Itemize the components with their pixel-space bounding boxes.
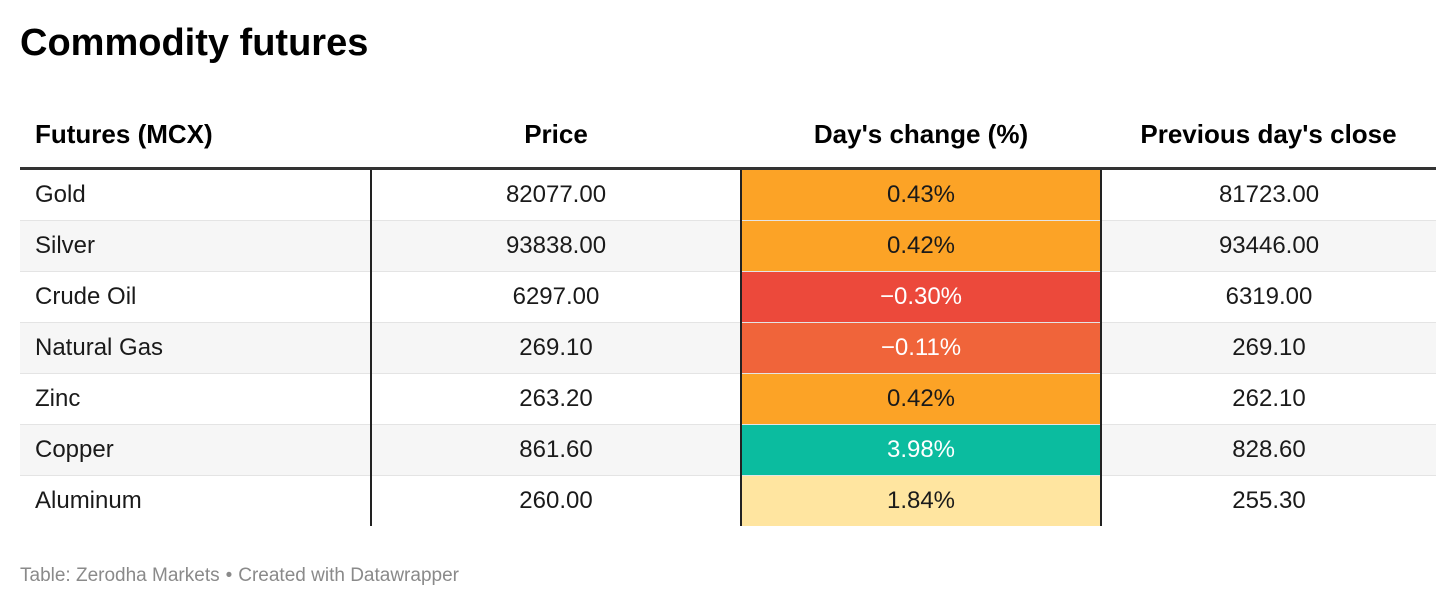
cell-futures-name: Crude Oil [20,271,372,323]
cell-prev-close: 93446.00 [1101,220,1436,272]
column-header-prev-close: Previous day's close [1101,102,1436,170]
column-header-price: Price [371,102,741,170]
chart-title: Commodity futures [20,22,369,64]
cell-price: 269.10 [371,322,741,374]
cell-day-change: 3.98% [740,424,1102,476]
cell-futures-name: Gold [20,168,372,221]
cell-day-change: −0.30% [740,271,1102,323]
table-row: Gold 82077.00 0.43% 81723.00 [20,168,1436,221]
credit-text: Created with Datawrapper [238,565,459,586]
table-row: Zinc 263.20 0.42% 262.10 [20,373,1436,425]
separator-dot: • [225,565,233,586]
cell-price: 82077.00 [371,168,741,221]
cell-prev-close: 828.60 [1101,424,1436,476]
column-header-futures: Futures (MCX) [20,102,371,170]
cell-price: 6297.00 [371,271,741,323]
cell-price: 263.20 [371,373,741,425]
cell-price: 260.00 [519,487,593,514]
header-row: Futures (MCX) Price Day's change (%) Pre… [20,102,1436,170]
cell-price: 861.60 [371,424,741,476]
source-note: Table: Zerodha Markets • Created with Data… [20,565,459,587]
cell-futures-name: Copper [20,424,372,476]
table-body: Gold 82077.00 0.43% 81723.00 Silver 93838.00 0… [20,168,1436,526]
table-row: Copper 861.60 3.98% 828.60 [20,424,1436,476]
cell-prev-close: 255.30 [1232,487,1306,514]
cell-price: 93838.00 [371,220,741,272]
cell-futures-name: Zinc [20,373,372,425]
cell-day-change: −0.11% [740,322,1102,374]
source-text: Table: Zerodha Markets [20,565,220,586]
cell-futures-name: Silver [20,220,372,272]
cell-futures-name: Natural Gas [20,322,372,374]
cell-day-change: 0.42% [740,220,1102,272]
table-header: Futures (MCX) Price Day's change (%) Pre… [20,102,1436,170]
cell-prev-close: 6319.00 [1101,271,1436,323]
cell-futures-name: Aluminum [20,475,372,526]
cell-prev-close: 81723.00 [1101,168,1436,221]
futures-table: Futures (MCX) Price Day's change (%) Pre… [20,102,1436,526]
table-row: Crude Oil 6297.00 −0.30% 6319.00 [20,271,1436,323]
cell-prev-close: 262.10 [1101,373,1436,425]
table-row: Aluminum 260.00 1.84% 255.30 [20,475,1436,526]
cell-day-change: 0.42% [740,373,1102,425]
table-row: Natural Gas 269.10 −0.11% 269.10 [20,322,1436,374]
cell-day-change: 1.84% [740,475,1102,526]
table-row: Silver 93838.00 0.42% 93446.00 [20,220,1436,272]
cell-prev-close: 269.10 [1101,322,1436,374]
column-header-change: Day's change (%) [741,102,1101,170]
cell-day-change: 0.43% [740,168,1102,221]
